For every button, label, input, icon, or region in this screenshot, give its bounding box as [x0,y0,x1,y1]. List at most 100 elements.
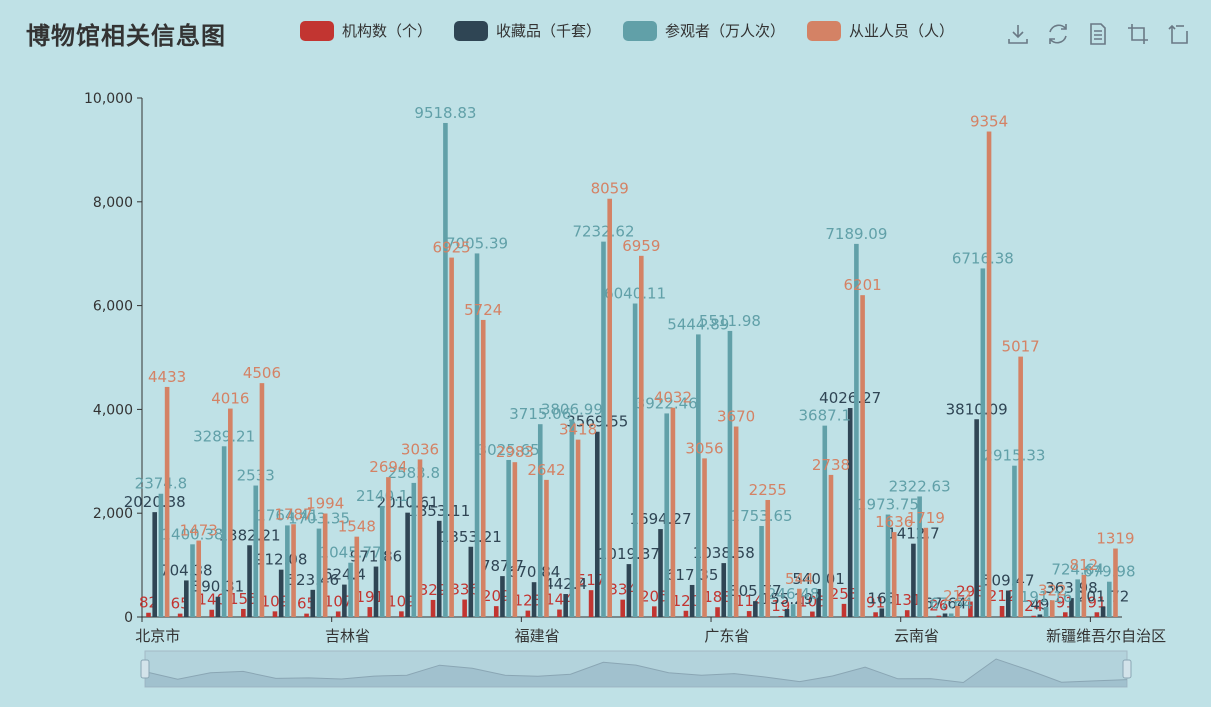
bar-visitors[interactable] [696,334,701,617]
bar-collections[interactable] [278,569,284,617]
bar-visitors[interactable] [379,505,385,617]
bar-collections[interactable] [689,584,695,617]
bar-institutions[interactable] [873,612,878,617]
bar-collections[interactable] [626,564,632,617]
bar-collections[interactable] [658,529,663,617]
bar-collections[interactable] [373,566,379,617]
bar-staff[interactable] [828,474,834,617]
bar-staff[interactable] [923,527,929,617]
data-view-icon[interactable] [1086,22,1110,46]
bar-staff[interactable] [322,513,328,617]
bar-collections[interactable] [594,431,600,617]
bar-collections[interactable] [342,584,347,617]
bar-collections[interactable] [468,546,474,617]
bar-visitors[interactable] [854,243,859,617]
bar-staff[interactable] [797,588,802,617]
bar-institutions[interactable] [430,599,436,617]
bar-staff[interactable] [228,408,233,617]
bar-visitors[interactable] [632,303,638,617]
zoom-reset-icon[interactable] [1166,22,1190,46]
bar-institutions[interactable] [810,611,815,617]
bar-institutions[interactable] [399,611,404,617]
bar-visitors[interactable] [727,330,733,617]
bar-visitors[interactable] [158,493,164,617]
bar-collections[interactable] [405,512,410,617]
bar-institutions[interactable] [999,605,1005,617]
bar-institutions[interactable] [272,611,278,617]
bar-visitors[interactable] [411,482,417,617]
refresh-icon[interactable] [1046,22,1070,46]
bar-collections[interactable] [436,520,442,617]
bar-institutions[interactable] [304,613,309,617]
bar-collections[interactable] [784,608,790,617]
bar-staff[interactable] [955,605,960,617]
bar-visitors[interactable] [664,413,670,617]
bar-staff[interactable] [702,458,707,617]
bar-institutions[interactable] [841,603,847,617]
legend-item-collections[interactable]: 收藏品（千套） [454,20,601,41]
bar-staff[interactable] [575,439,581,617]
bar-visitors[interactable] [885,514,891,617]
bar-institutions[interactable] [335,611,341,617]
bar-staff[interactable] [860,295,865,617]
bar-staff[interactable] [480,319,486,617]
bar-collections[interactable] [1005,590,1011,617]
bar-institutions[interactable] [904,610,910,617]
bar-visitors[interactable] [822,425,828,617]
bar-staff[interactable] [986,131,992,617]
bar-institutions[interactable] [683,610,689,617]
bar-collections[interactable] [1037,614,1043,617]
download-icon[interactable] [1006,22,1030,46]
bar-staff[interactable] [449,257,454,617]
bar-staff[interactable] [196,540,202,617]
datazoom-handle-right[interactable] [1122,659,1132,679]
bar-institutions[interactable] [968,601,973,617]
legend-item-staff[interactable]: 从业人员（人） [807,20,954,41]
legend-item-visitors[interactable]: 参观者（万人次） [623,20,785,41]
bar-visitors[interactable] [1012,465,1017,617]
bar-staff[interactable] [164,386,170,617]
bar-collections[interactable] [1069,598,1074,617]
bar-visitors[interactable] [537,424,543,617]
legend-item-institutions[interactable]: 机构数（个） [300,20,432,41]
datazoom-handle-left[interactable] [140,659,150,679]
bar-collections[interactable] [152,512,158,617]
bar-collections[interactable] [310,589,316,617]
bar-institutions[interactable] [462,599,467,617]
bar-visitors[interactable] [759,525,764,617]
bar-staff[interactable] [1081,574,1087,617]
bar-staff[interactable] [354,536,360,617]
bar-visitors[interactable] [316,528,322,617]
bar-visitors[interactable] [348,562,353,617]
bar-institutions[interactable] [367,607,373,617]
bar-institutions[interactable] [746,611,752,617]
bar-staff[interactable] [765,499,771,617]
bar-collections[interactable] [721,563,727,617]
bar-institutions[interactable] [715,607,720,617]
bar-staff[interactable] [733,426,739,617]
bar-visitors[interactable] [221,446,227,617]
bar-collections[interactable] [184,580,189,617]
zoom-icon[interactable] [1126,22,1150,46]
bar-institutions[interactable] [778,616,784,617]
bar-institutions[interactable] [588,590,594,617]
bar-staff[interactable] [1113,548,1118,617]
bar-institutions[interactable] [620,599,625,617]
bar-institutions[interactable] [936,615,942,617]
bar-visitors[interactable] [948,613,954,617]
bar-collections[interactable] [247,545,252,617]
bar-collections[interactable] [942,613,948,617]
bar-staff[interactable] [512,462,518,617]
bar-collections[interactable] [753,601,758,617]
bar-staff[interactable] [1018,356,1023,617]
bar-visitors[interactable] [1106,581,1112,617]
bar-staff[interactable] [670,407,676,617]
bar-visitors[interactable] [443,122,448,618]
bar-visitors[interactable] [506,459,511,617]
bar-collections[interactable] [911,543,916,617]
bar-institutions[interactable] [525,610,531,617]
bar-institutions[interactable] [557,609,562,617]
bar-visitors[interactable] [1075,579,1080,617]
bar-visitors[interactable] [474,253,480,617]
bar-visitors[interactable] [917,496,922,617]
